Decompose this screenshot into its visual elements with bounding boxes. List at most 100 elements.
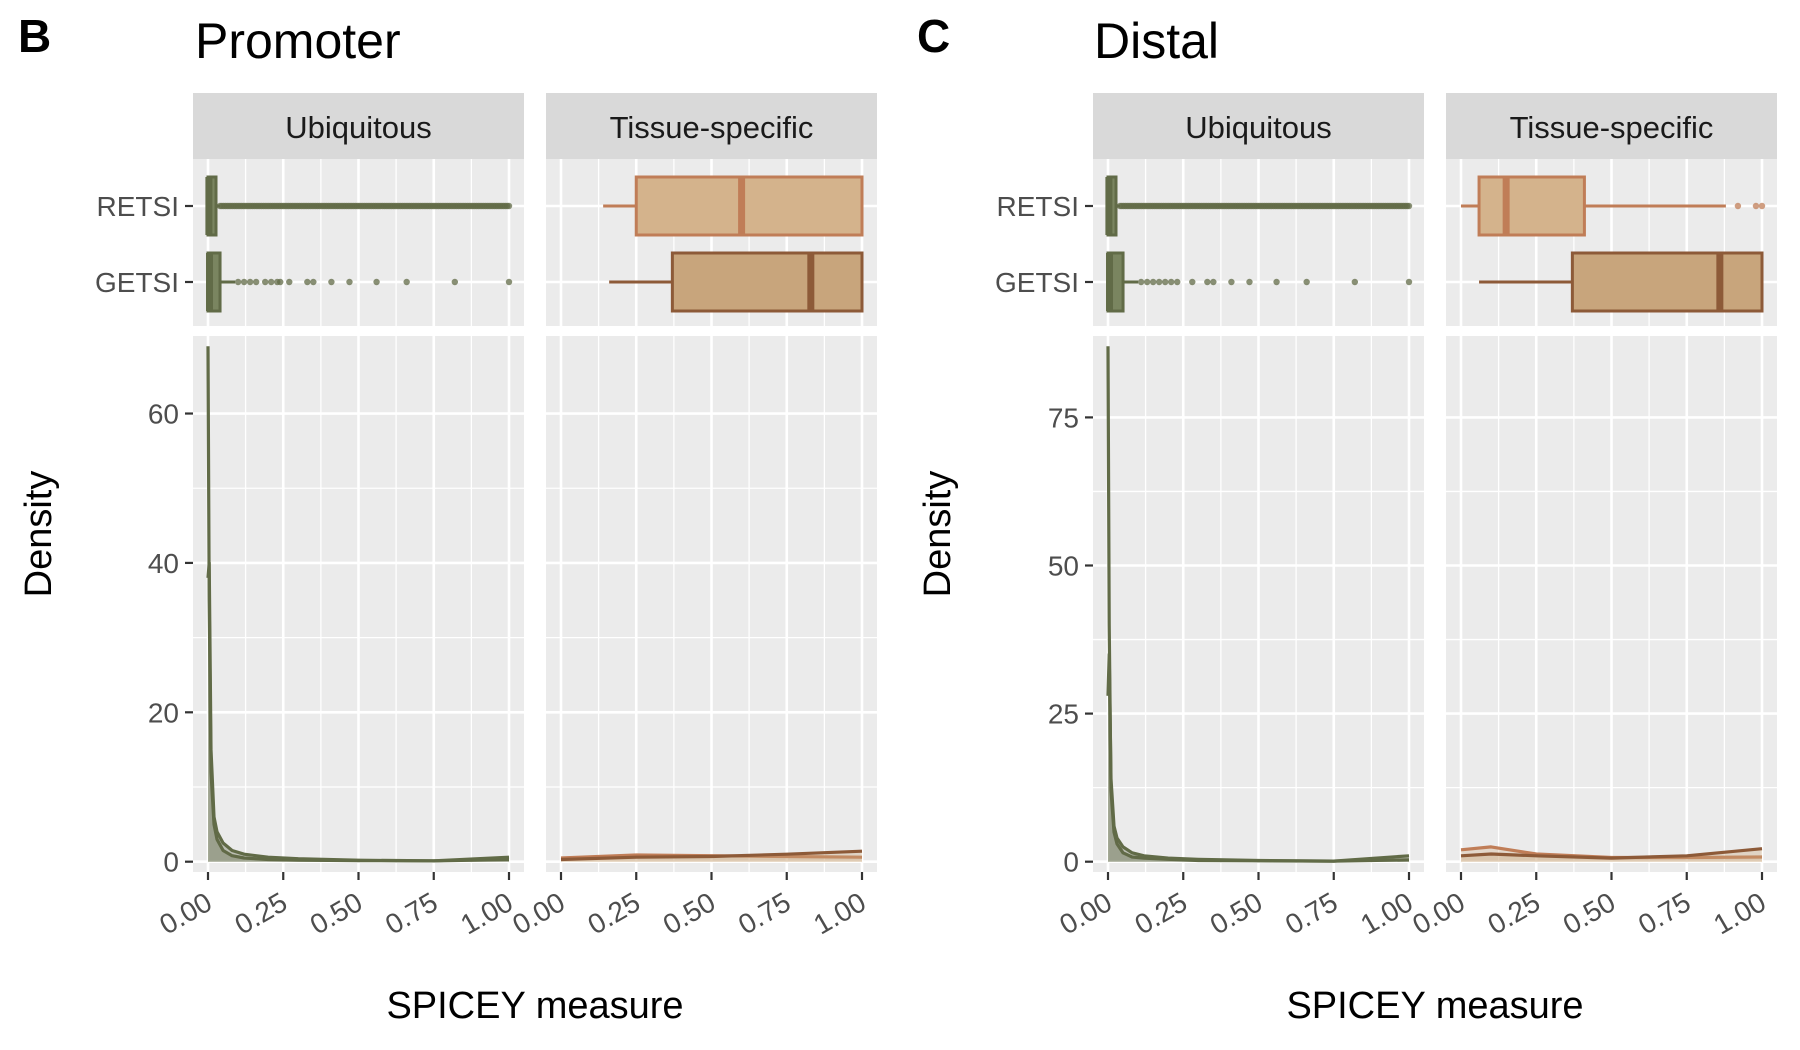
- panel-letter: B: [18, 10, 51, 62]
- facet-strip-label: Tissue-specific: [1510, 110, 1714, 145]
- outlier-point: [261, 278, 269, 286]
- facet-strip-label: Ubiquitous: [1185, 110, 1331, 145]
- outlier-point: [505, 202, 513, 210]
- outlier-point: [1405, 202, 1413, 210]
- box-iqr: [1477, 175, 1586, 237]
- outlier-point: [252, 278, 260, 286]
- box-iqr: [670, 251, 864, 313]
- category-label-getsi: GETSI: [995, 267, 1079, 298]
- outlier-point: [1155, 278, 1163, 286]
- outlier-point: [234, 278, 242, 286]
- x-tick-label: 1.00: [808, 886, 871, 940]
- density-area-getsi: [561, 851, 862, 862]
- x-tick-label: 0.00: [1054, 886, 1117, 940]
- outlier-point: [310, 278, 317, 286]
- outlier-point: [240, 278, 248, 286]
- category-label-retsi: RETSI: [997, 191, 1079, 222]
- facet-strip: [193, 93, 524, 159]
- facet-strip: [1093, 93, 1424, 159]
- x-tick-label: 0.50: [305, 886, 368, 940]
- x-tick-label: 0.00: [507, 886, 570, 940]
- outlier-point: [304, 278, 311, 286]
- y-axis-title: Density: [917, 471, 959, 598]
- facet-strip: [1446, 93, 1777, 159]
- x-tick-label: 0.00: [154, 886, 217, 940]
- x-tick-label: 0.75: [380, 886, 443, 940]
- density-line-getsi: [206, 561, 510, 863]
- boxplot-getsi: [1479, 251, 1764, 313]
- x-tick-label: 0.50: [658, 886, 721, 940]
- outlier-point: [246, 278, 254, 286]
- density-line-getsi: [1106, 652, 1410, 863]
- outlier-point: [1734, 202, 1742, 210]
- outlier-point: [1149, 278, 1157, 286]
- outlier-point: [1405, 278, 1413, 286]
- x-tick-label: 0.25: [583, 886, 646, 940]
- density-area-getsi: [1461, 848, 1762, 862]
- y-tick-label: 0: [1063, 847, 1079, 878]
- outlier-point: [1303, 278, 1310, 286]
- x-tick-label: 0.25: [230, 886, 293, 940]
- box-iqr: [634, 175, 864, 237]
- boxplot-getsi: [609, 251, 864, 313]
- x-tick-label: 0.00: [1407, 886, 1470, 940]
- outlier-point: [1228, 278, 1235, 286]
- boxplot-getsi: [1106, 251, 1413, 313]
- outlier-point: [1752, 202, 1760, 210]
- outlier-point: [346, 278, 353, 286]
- density-line-getsi: [1460, 847, 1763, 860]
- outlier-point: [1189, 278, 1196, 286]
- facet-tissue-specific: Tissue-specific 0.00 0.25 0.50 0.75 1.00: [1407, 93, 1777, 940]
- boxplot-retsi: [1105, 175, 1413, 237]
- y-tick-label: 0: [163, 847, 179, 878]
- boxplot-retsi: [205, 175, 513, 237]
- facet-strip-label: Tissue-specific: [610, 110, 814, 145]
- outlier-point: [1210, 278, 1217, 286]
- y-tick-label: 75: [1048, 402, 1079, 433]
- outlier-point: [1168, 278, 1175, 286]
- panel-letter: C: [917, 10, 950, 62]
- outlier-point: [505, 278, 513, 286]
- x-tick-label: 0.75: [1280, 886, 1343, 940]
- facet-strip-label: Ubiquitous: [285, 110, 431, 145]
- x-axis-title: SPICEY measure: [386, 985, 683, 1027]
- outlier-point: [1137, 278, 1145, 286]
- box-iqr: [1570, 251, 1764, 313]
- y-axis-title: Density: [18, 471, 60, 598]
- y-tick-label: 50: [1048, 550, 1079, 581]
- outlier-point: [277, 278, 284, 286]
- boxplot-retsi: [1461, 175, 1766, 237]
- outlier-point: [1174, 278, 1181, 286]
- x-tick-label: 0.25: [1483, 886, 1546, 940]
- facet-strip: [546, 93, 877, 159]
- outlier-point: [286, 278, 293, 286]
- y-tick-label: 60: [148, 399, 179, 430]
- outlier-point: [451, 278, 459, 286]
- outlier-point: [1246, 278, 1253, 286]
- outlier-point: [1143, 278, 1151, 286]
- outlier-point: [1161, 278, 1169, 286]
- category-label-getsi: GETSI: [95, 267, 179, 298]
- y-tick-label: 20: [148, 697, 179, 728]
- y-tick-label: 40: [148, 548, 179, 579]
- outlier-point: [1204, 278, 1211, 286]
- x-axis-title: SPICEY measure: [1286, 985, 1583, 1027]
- outlier-point: [1758, 202, 1766, 210]
- x-tick-label: 0.25: [1130, 886, 1193, 940]
- x-tick-label: 0.75: [1633, 886, 1696, 940]
- x-tick-label: 0.50: [1205, 886, 1268, 940]
- outlier-point: [403, 278, 410, 286]
- density-line-getsi: [560, 849, 863, 862]
- outlier-point: [1273, 278, 1280, 286]
- panel-title: Distal: [1094, 13, 1219, 69]
- outlier-point: [268, 278, 275, 286]
- outlier-point: [373, 278, 380, 286]
- boxplot-getsi: [206, 251, 513, 313]
- boxplot-retsi: [603, 175, 864, 237]
- x-tick-label: 0.75: [733, 886, 796, 940]
